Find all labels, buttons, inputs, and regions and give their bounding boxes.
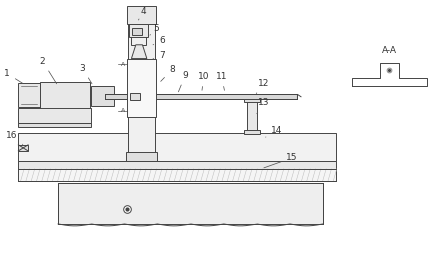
Bar: [18, 169, 336, 181]
Bar: [58, 183, 323, 224]
Text: 16: 16: [6, 131, 23, 145]
Bar: [247, 100, 257, 133]
Bar: [127, 59, 156, 117]
Polygon shape: [132, 45, 147, 58]
Text: 4: 4: [139, 7, 146, 20]
Text: 7: 7: [153, 51, 165, 60]
Text: 9: 9: [179, 71, 188, 92]
Bar: [130, 93, 140, 100]
Bar: [244, 130, 260, 134]
Bar: [18, 145, 28, 151]
Bar: [105, 94, 297, 99]
Text: 11: 11: [216, 72, 227, 90]
Bar: [18, 108, 91, 123]
Bar: [39, 82, 90, 112]
Bar: [18, 133, 336, 161]
Bar: [91, 86, 114, 106]
Bar: [132, 28, 142, 35]
Bar: [126, 152, 157, 161]
Bar: [129, 24, 148, 37]
Text: A: A: [120, 108, 124, 114]
Text: 1: 1: [4, 69, 23, 83]
Text: A-A: A-A: [382, 46, 397, 55]
Text: 8: 8: [161, 65, 175, 81]
Bar: [18, 83, 39, 107]
Text: 3: 3: [79, 64, 92, 84]
Text: 6: 6: [153, 36, 165, 45]
Bar: [131, 24, 146, 45]
Bar: [18, 123, 91, 127]
Text: 12: 12: [256, 79, 270, 94]
Text: 2: 2: [40, 57, 57, 84]
Text: 5: 5: [150, 24, 159, 35]
Text: 14: 14: [266, 126, 282, 137]
Bar: [18, 161, 336, 169]
Bar: [128, 9, 155, 161]
Text: 13: 13: [257, 98, 270, 114]
Text: A: A: [120, 61, 124, 66]
Bar: [127, 6, 156, 24]
Bar: [244, 99, 260, 102]
Text: 15: 15: [264, 153, 298, 168]
Text: 10: 10: [198, 72, 210, 90]
